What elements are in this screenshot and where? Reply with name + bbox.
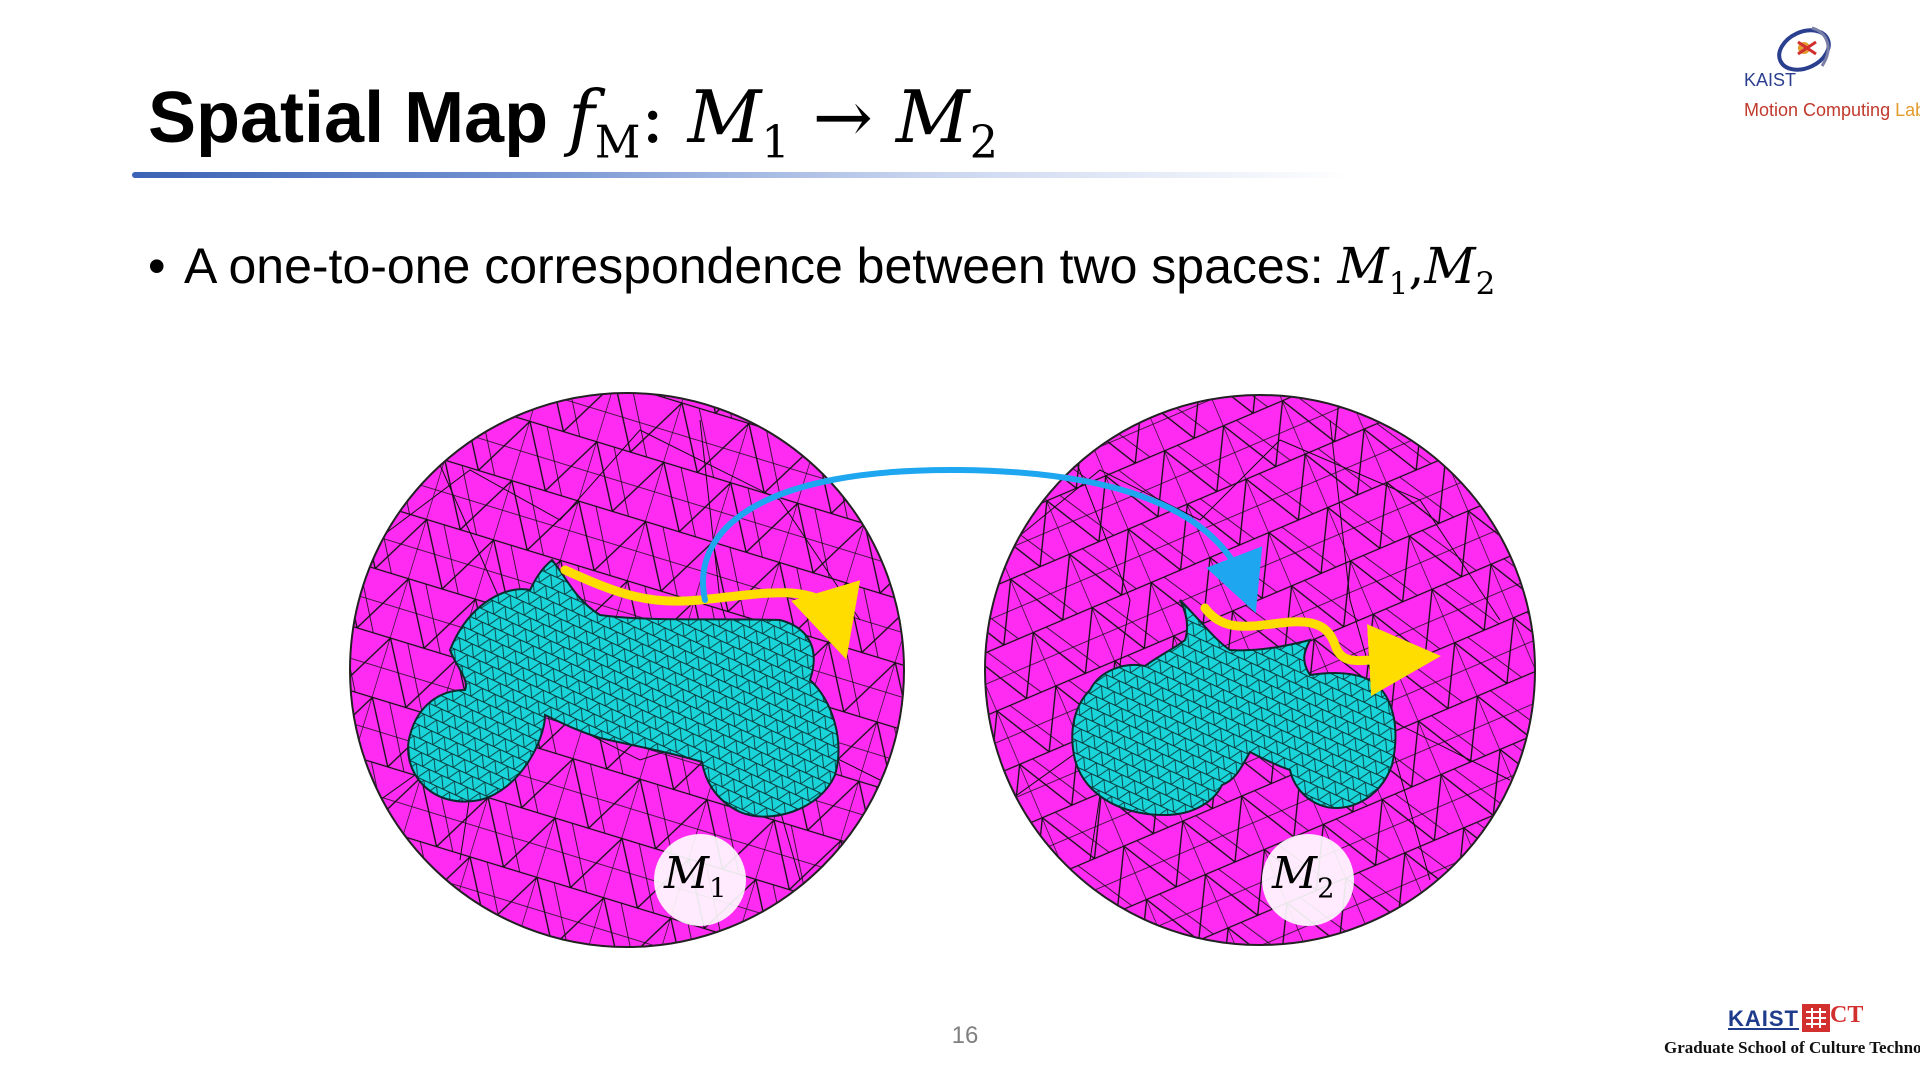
page-number: 16 [950,1022,980,1050]
school-logo: KAIST CT Graduate School of Culture Tech… [1664,1000,1914,1070]
school-logo-org: KAIST [1728,1006,1799,1032]
school-logo-name: Graduate School of Culture Technology [1664,1038,1920,1058]
left-disk [340,390,920,950]
lab-logo-name: Motion Computing Lab [1744,100,1920,121]
lab-logo: KAIST Motion Computing Lab [1742,18,1902,128]
lab-logo-org: KAIST [1744,70,1796,91]
ct-emblem-icon [1802,1004,1830,1032]
left-space-label: M1 [664,848,726,905]
school-logo-ct: CT [1830,1002,1863,1029]
right-space-label: M2 [1272,848,1334,905]
orbit-logo-icon [1742,18,1902,78]
